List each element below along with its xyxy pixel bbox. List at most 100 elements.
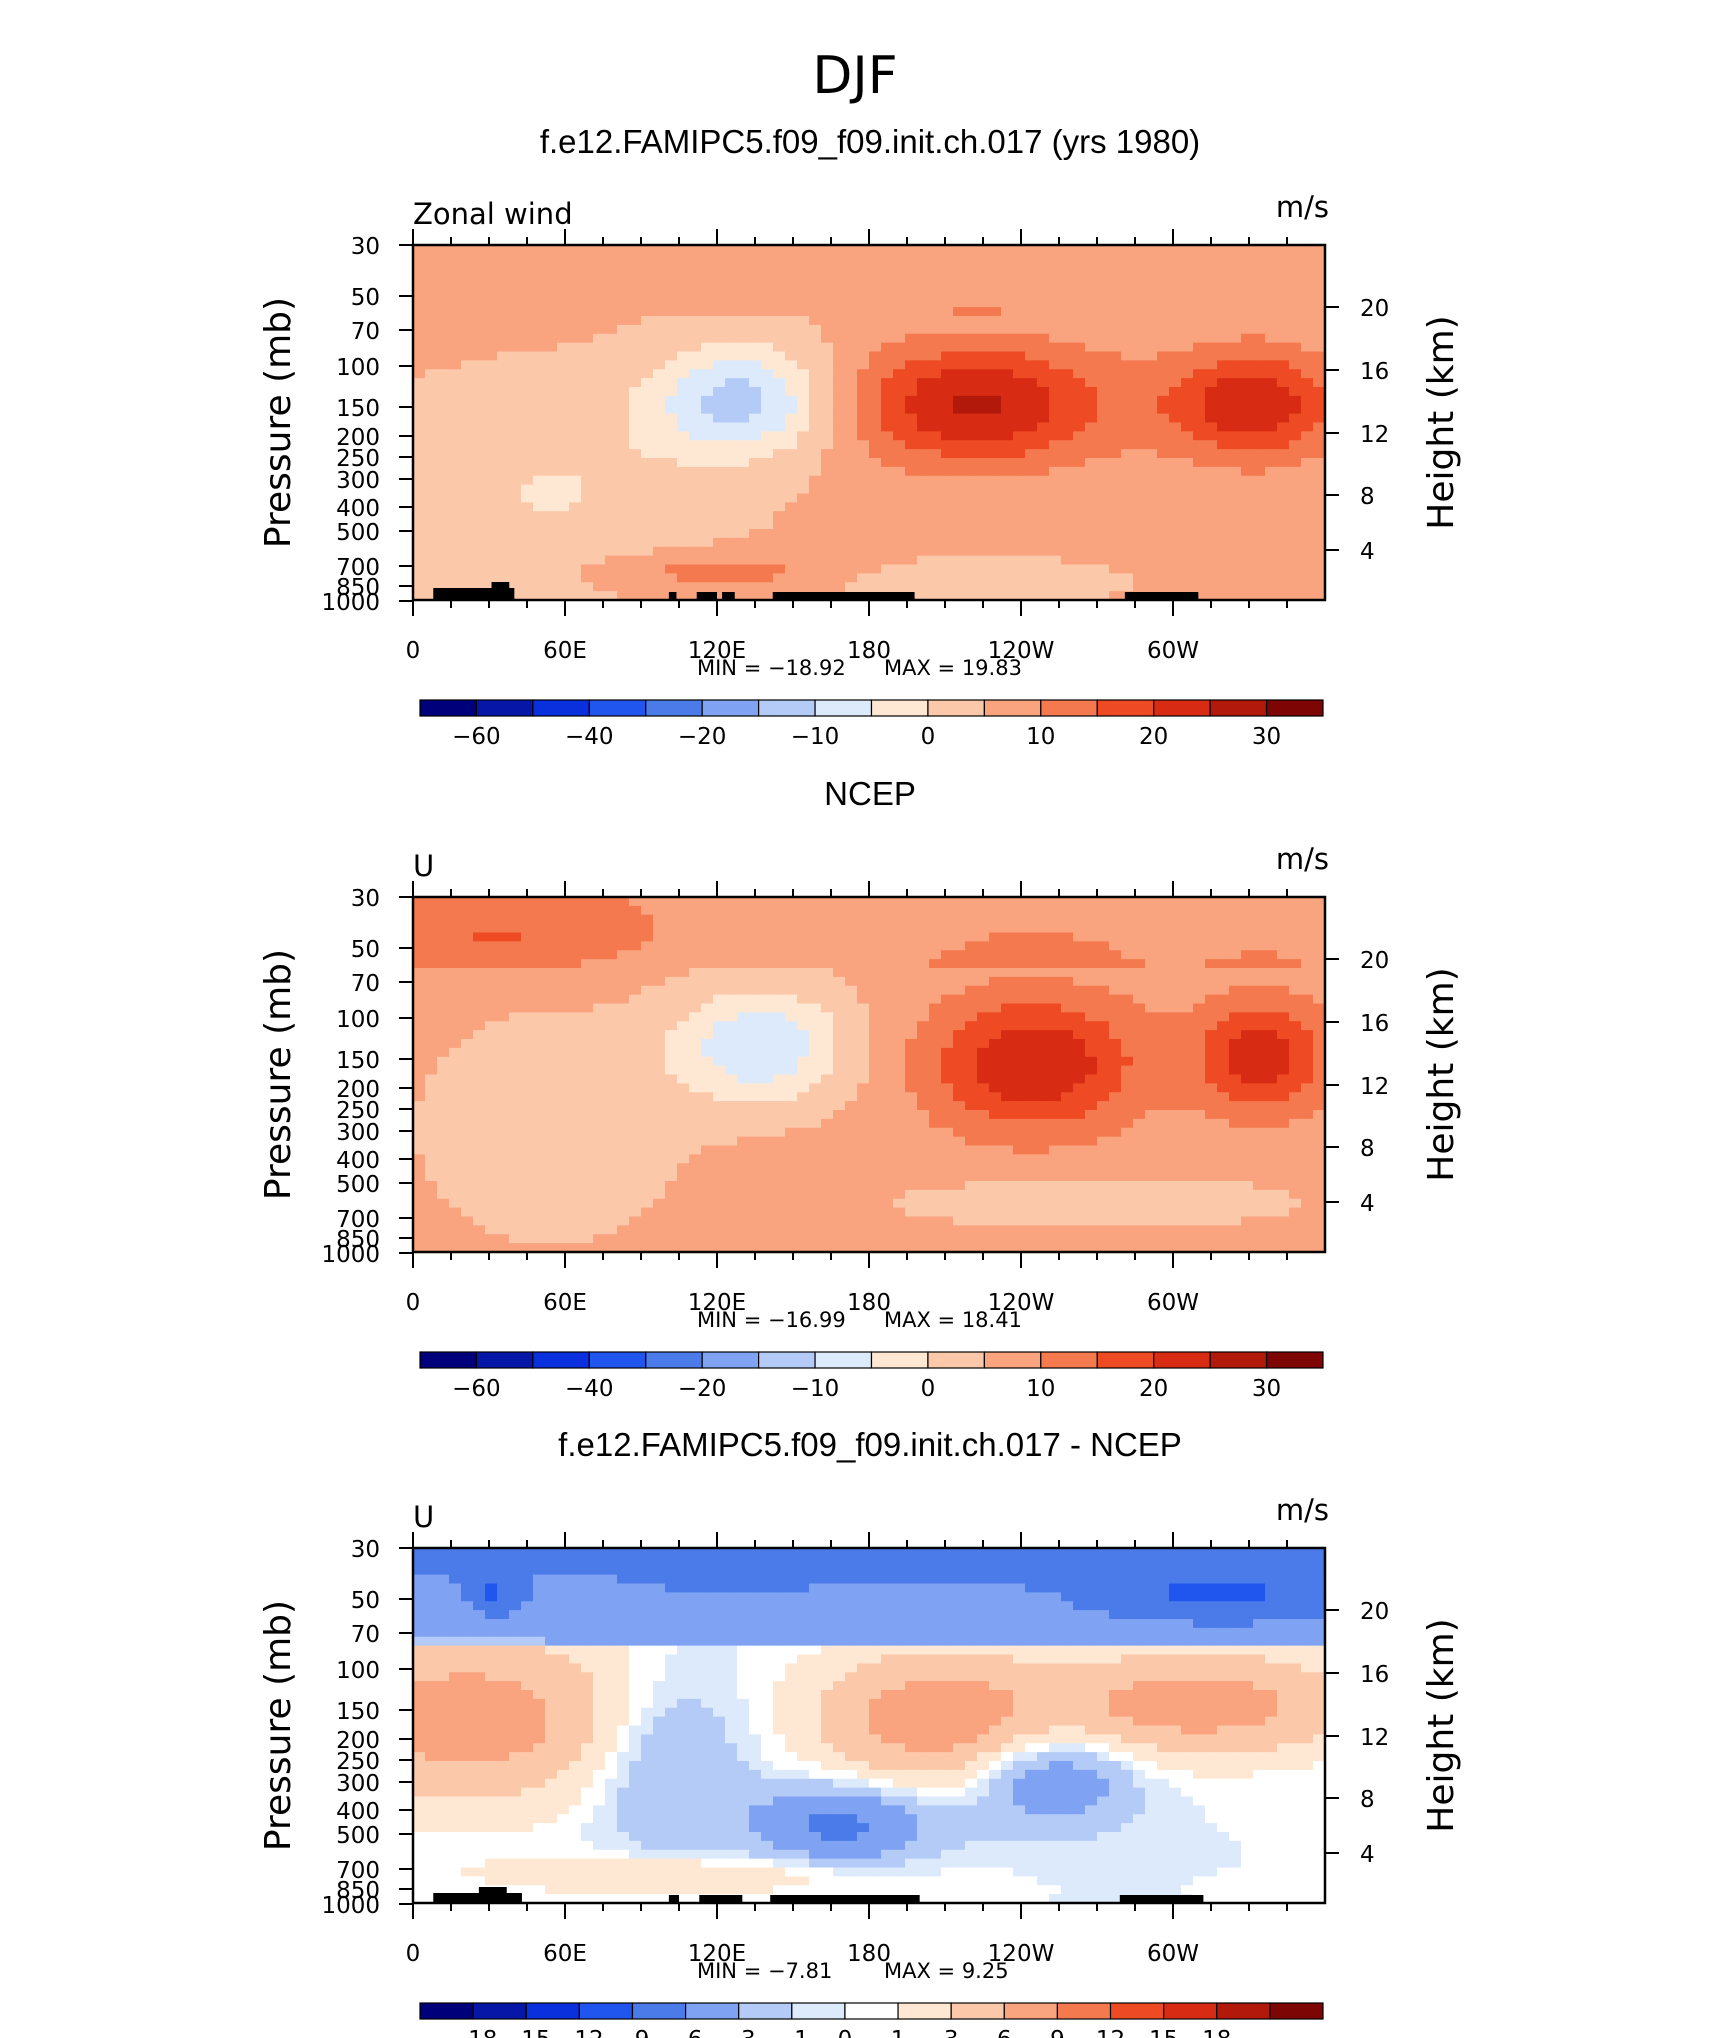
field-cell <box>965 280 978 290</box>
field-cell <box>785 493 798 503</box>
field-cell <box>473 520 486 530</box>
field-cell <box>1193 422 1206 432</box>
field-cell <box>893 950 906 960</box>
field-cell <box>761 342 774 353</box>
field-cell <box>737 253 750 264</box>
field-cell <box>701 307 714 317</box>
field-cell <box>821 466 834 477</box>
field-cell <box>677 307 690 317</box>
field-cell <box>425 378 438 388</box>
field-cell <box>773 573 786 583</box>
field-cell <box>617 994 630 1005</box>
field-cell <box>605 1074 618 1084</box>
field-cell <box>413 289 426 299</box>
field-cell <box>1289 316 1302 326</box>
field-cell <box>413 976 426 987</box>
field-cell <box>977 280 990 290</box>
field-cell <box>677 914 690 925</box>
field-cell <box>785 333 798 344</box>
field-cell <box>989 493 1002 503</box>
field-cell <box>617 466 630 477</box>
field-cell <box>437 316 450 326</box>
field-cell <box>617 413 630 424</box>
field-cell <box>1205 905 1218 916</box>
field-cell <box>857 959 870 969</box>
field-cell <box>605 404 618 415</box>
field-cell <box>485 968 498 978</box>
field-cell <box>485 555 498 566</box>
field-cell <box>413 466 426 477</box>
field-cell <box>953 914 966 925</box>
field-cell <box>1145 289 1158 299</box>
y-tick-label: 400 <box>336 496 380 522</box>
field-cell <box>737 976 750 987</box>
field-cell <box>845 289 858 299</box>
field-cell <box>461 985 474 996</box>
field-cell <box>521 905 534 916</box>
field-cell <box>497 897 510 907</box>
field-cell <box>461 1083 474 1093</box>
field-cell <box>1109 289 1122 299</box>
field-cell <box>977 1012 990 1022</box>
field-cell <box>1241 484 1254 495</box>
field-cell <box>581 298 594 308</box>
field-cell <box>425 245 438 255</box>
field-cell <box>605 546 618 557</box>
field-cell <box>521 1047 534 1058</box>
field-cell <box>509 298 522 308</box>
field-cell <box>797 298 810 308</box>
field-cell <box>1073 378 1086 388</box>
field-cell <box>1049 466 1062 477</box>
field-cell <box>593 994 606 1005</box>
field-cell <box>461 458 474 468</box>
field-cell <box>413 413 426 424</box>
field-cell <box>941 484 954 495</box>
field-cell <box>593 1003 606 1013</box>
field-cell <box>521 440 534 450</box>
field-cell <box>713 1039 726 1049</box>
field-cell <box>785 271 798 282</box>
field-cell <box>737 1047 750 1058</box>
field-cell <box>1265 1083 1278 1093</box>
field-cell <box>749 502 762 512</box>
field-cell <box>1025 307 1038 317</box>
field-cell <box>989 440 1002 450</box>
field-cell <box>869 932 882 942</box>
field-cell <box>1073 466 1086 477</box>
field-cell <box>881 484 894 495</box>
field-cell <box>953 537 966 548</box>
field-cell <box>905 395 918 406</box>
field-cell <box>1145 1047 1158 1058</box>
field-cell <box>737 431 750 441</box>
field-cell <box>953 1083 966 1093</box>
field-cell <box>497 262 510 273</box>
field-cell <box>905 449 918 459</box>
field-cell <box>629 950 642 960</box>
field-cell <box>917 591 930 601</box>
field-cell <box>869 1030 882 1040</box>
field-cell <box>1193 1065 1206 1076</box>
field-cell <box>701 573 714 583</box>
field-cell <box>989 395 1002 406</box>
field-cell <box>1133 941 1146 951</box>
field-cell <box>1085 369 1098 379</box>
field-cell <box>773 994 786 1005</box>
y-tick-label: 850 <box>336 575 380 601</box>
field-cell <box>605 1003 618 1013</box>
field-cell <box>1313 564 1326 574</box>
field-cell <box>1253 959 1266 969</box>
field-cell <box>617 529 630 539</box>
field-cell <box>437 511 450 521</box>
field-cell <box>1133 245 1146 255</box>
field-cell <box>509 502 522 512</box>
field-cell <box>917 289 930 299</box>
field-cell <box>725 932 738 942</box>
field-cell <box>725 369 738 379</box>
field-cell <box>521 1012 534 1022</box>
field-cell <box>1097 449 1110 459</box>
field-cell <box>1181 546 1194 557</box>
field-cell <box>617 422 630 432</box>
field-cell <box>749 1074 762 1084</box>
field-cell <box>1037 546 1050 557</box>
field-cell <box>641 985 654 996</box>
